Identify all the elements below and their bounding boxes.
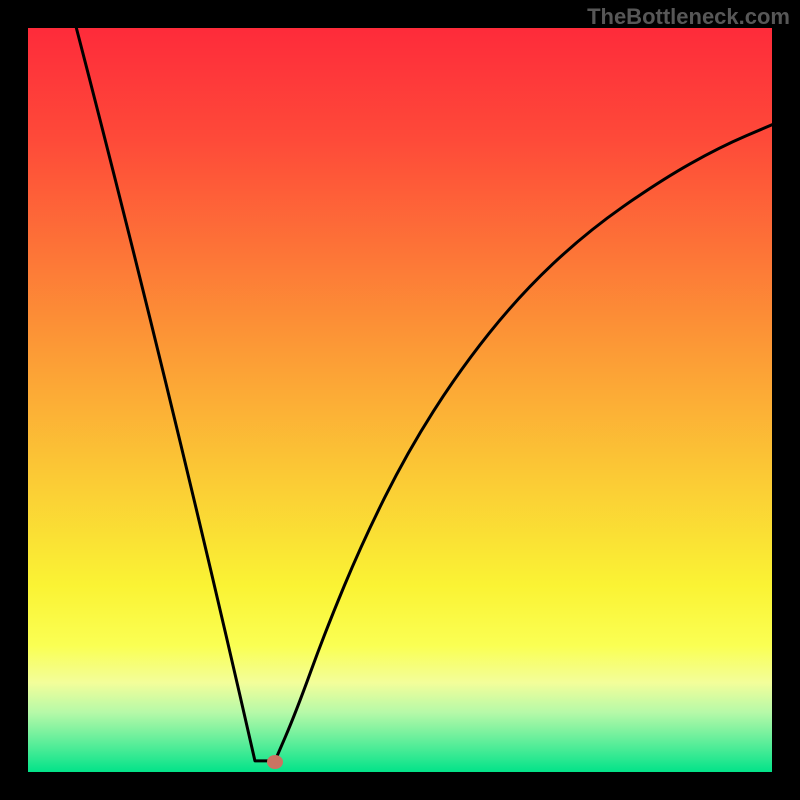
chart-frame: TheBottleneck.com [0,0,800,800]
bottleneck-curve [28,28,772,772]
minimum-marker [267,755,283,769]
plot-area [28,28,772,772]
attribution-text: TheBottleneck.com [587,4,790,30]
